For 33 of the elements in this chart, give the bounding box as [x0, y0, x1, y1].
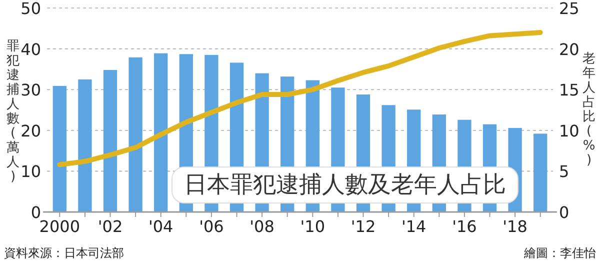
x-tick-label: '12: [350, 217, 376, 236]
bar: [103, 70, 118, 212]
x-tick-label: '08: [250, 217, 274, 236]
x-tick-label: '04: [148, 217, 174, 236]
bar: [128, 57, 142, 212]
x-tick-label: '06: [199, 217, 224, 236]
y2-tick-label: 20: [559, 40, 580, 59]
bar: [534, 134, 548, 212]
y-tick-label: 10: [20, 162, 41, 182]
x-tick-label: 2000: [39, 217, 80, 236]
y2-tick-label: 15: [559, 80, 580, 100]
x-tick-label: '18: [502, 217, 528, 236]
y2-tick-label: 10: [559, 121, 580, 140]
bar: [154, 53, 168, 212]
source-note: 資料來源：日本司法部: [4, 246, 124, 260]
bar: [78, 79, 92, 212]
y2-tick-label: 0: [559, 203, 570, 222]
x-tick-label: '10: [300, 217, 326, 236]
text: 繪圖：李佳怡: [523, 246, 596, 260]
bar: [52, 86, 66, 212]
y-tick-label: 0: [30, 203, 41, 222]
y2-axis-title: 老年人占比(%): [582, 51, 596, 168]
y2-tick-label: 5: [559, 162, 570, 182]
x-tick-label: '02: [98, 217, 123, 236]
text: 罪犯逮捕人數(萬人): [6, 38, 20, 184]
text: 日本罪犯逮捕人數及老年人占比: [184, 172, 506, 198]
y-tick-label: 40: [20, 40, 41, 59]
x-tick-label: '14: [401, 217, 426, 236]
y-tick-label: 50: [20, 0, 41, 18]
x-tick-label: '16: [452, 217, 477, 236]
y-tick-label: 30: [20, 80, 41, 100]
y-tick-label: 20: [20, 121, 41, 140]
y2-tick-label: 25: [559, 0, 580, 18]
